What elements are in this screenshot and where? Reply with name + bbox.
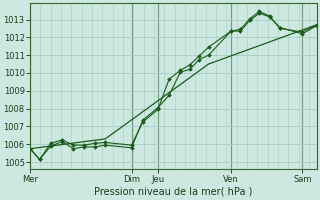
X-axis label: Pression niveau de la mer( hPa ): Pression niveau de la mer( hPa ) xyxy=(94,187,252,197)
